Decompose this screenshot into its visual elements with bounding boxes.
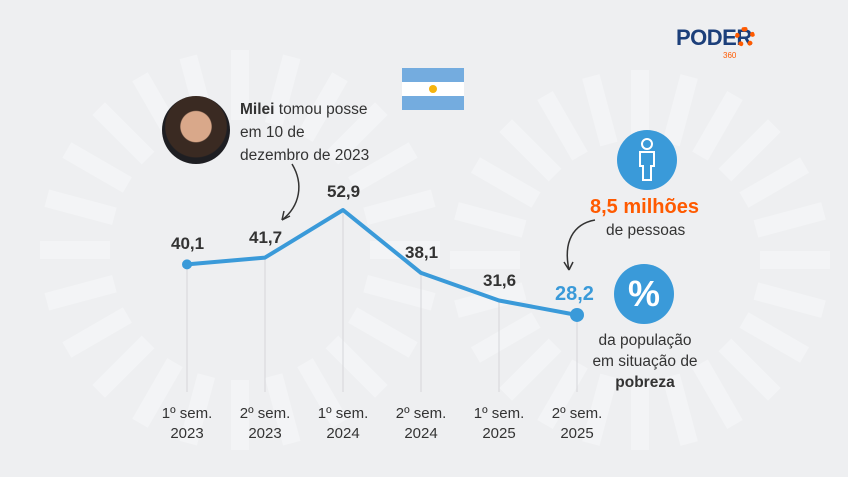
background-ray xyxy=(325,102,388,165)
background-ray xyxy=(537,90,588,161)
annotation-arrow-icon xyxy=(281,163,300,221)
x-tick-year: 2024 xyxy=(326,425,360,442)
percent-line3: pobreza xyxy=(615,374,675,391)
x-tick-label: 2º sem. 2025 xyxy=(541,404,613,444)
background-ray xyxy=(132,358,183,428)
people-count: 8,5 milhões xyxy=(590,196,699,218)
background-ray xyxy=(264,373,301,446)
data-point xyxy=(570,307,584,322)
background-ray xyxy=(297,72,348,142)
background-ray xyxy=(62,142,132,193)
x-tick-period: 2º sem. xyxy=(395,405,447,422)
annotation-line1: tomou posse xyxy=(274,101,368,118)
poverty-line-series xyxy=(186,208,578,317)
background-ray xyxy=(454,282,527,318)
data-label: 41,7 xyxy=(249,227,283,247)
background-ray xyxy=(753,202,826,238)
annotation-milei: Milei tomou posse em 10 de dezembro de 2… xyxy=(240,98,369,167)
poder360-logo: PODER xyxy=(676,25,752,50)
background-ray xyxy=(92,335,155,398)
poder360-logo-sub: 360 xyxy=(723,51,737,60)
background-ray xyxy=(454,202,527,238)
data-label: 40,1 xyxy=(171,234,205,254)
data-point xyxy=(182,259,192,270)
x-tick-label: 1º sem. 2024 xyxy=(307,404,379,444)
background-ray xyxy=(363,274,436,311)
background-ray xyxy=(179,373,216,446)
background-ray xyxy=(499,119,562,182)
background-ray xyxy=(470,312,541,363)
background-ray xyxy=(231,50,249,120)
background-ray xyxy=(348,307,418,358)
percent-line2: em situação de xyxy=(592,353,698,370)
background-ray xyxy=(92,102,155,165)
background-ray xyxy=(582,74,618,147)
background-ray xyxy=(753,282,826,318)
milei-photo xyxy=(162,96,230,164)
background-ray xyxy=(692,359,743,430)
background-ray xyxy=(692,90,743,161)
annotation-line2: em 10 de xyxy=(240,124,305,141)
x-tick-period: 1º sem. xyxy=(317,405,369,422)
sun-logo-icon xyxy=(735,27,755,47)
argentina-flag-icon xyxy=(402,68,464,110)
data-label: 31,6 xyxy=(483,270,517,290)
background-ray xyxy=(470,157,541,208)
background-ray xyxy=(325,335,388,398)
background-ray xyxy=(662,373,698,446)
annotation-bold: Milei xyxy=(240,101,275,118)
background-ray xyxy=(582,373,618,446)
percent-label: da população em situação de pobreza xyxy=(586,330,704,393)
background-ray xyxy=(631,380,649,450)
background-ray xyxy=(231,380,249,450)
background-ray xyxy=(297,358,348,428)
background-ray xyxy=(348,142,418,193)
background-ray xyxy=(499,338,562,401)
background-ray xyxy=(739,157,810,208)
background-ray xyxy=(450,251,520,269)
background-ray xyxy=(44,189,117,226)
background-ray xyxy=(718,338,781,401)
x-tick-label: 1º sem. 2023 xyxy=(151,404,223,444)
background-ray xyxy=(718,119,781,182)
data-label: 28,2 xyxy=(555,282,594,305)
people-label: de pessoas xyxy=(606,222,686,239)
x-tick-year: 2023 xyxy=(170,425,204,442)
background-ray xyxy=(62,307,132,358)
background-ray xyxy=(631,70,649,140)
background-ray xyxy=(44,274,117,311)
background-ray xyxy=(760,251,830,269)
background-ray xyxy=(739,312,810,363)
data-label: 38,1 xyxy=(405,242,439,262)
background-ray xyxy=(363,189,436,226)
x-tick-year: 2025 xyxy=(560,425,594,442)
x-tick-period: 1º sem. xyxy=(161,405,213,422)
percent-line1: da população xyxy=(598,332,692,349)
person-icon xyxy=(617,130,677,190)
data-label: 52,9 xyxy=(327,182,361,201)
x-tick-period: 2º sem. xyxy=(239,405,291,422)
x-tick-year: 2024 xyxy=(404,425,438,442)
x-tick-year: 2023 xyxy=(248,425,282,442)
x-tick-period: 2º sem. xyxy=(551,405,603,422)
background-ray xyxy=(662,74,698,147)
annotation-line3: dezembro de 2023 xyxy=(240,147,370,164)
people-arrow-icon xyxy=(563,219,596,271)
x-tick-period: 1º sem. xyxy=(473,405,525,422)
background-ray xyxy=(264,54,301,127)
x-tick-label: 1º sem. 2025 xyxy=(463,404,535,444)
background-rays xyxy=(40,50,830,450)
x-tick-label: 2º sem. 2023 xyxy=(229,404,301,444)
percent-icon: % xyxy=(614,264,674,324)
background-ray xyxy=(40,241,110,259)
x-tick-label: 2º sem. 2024 xyxy=(385,404,457,444)
x-tick-year: 2025 xyxy=(482,425,516,442)
background-ray xyxy=(537,359,588,430)
